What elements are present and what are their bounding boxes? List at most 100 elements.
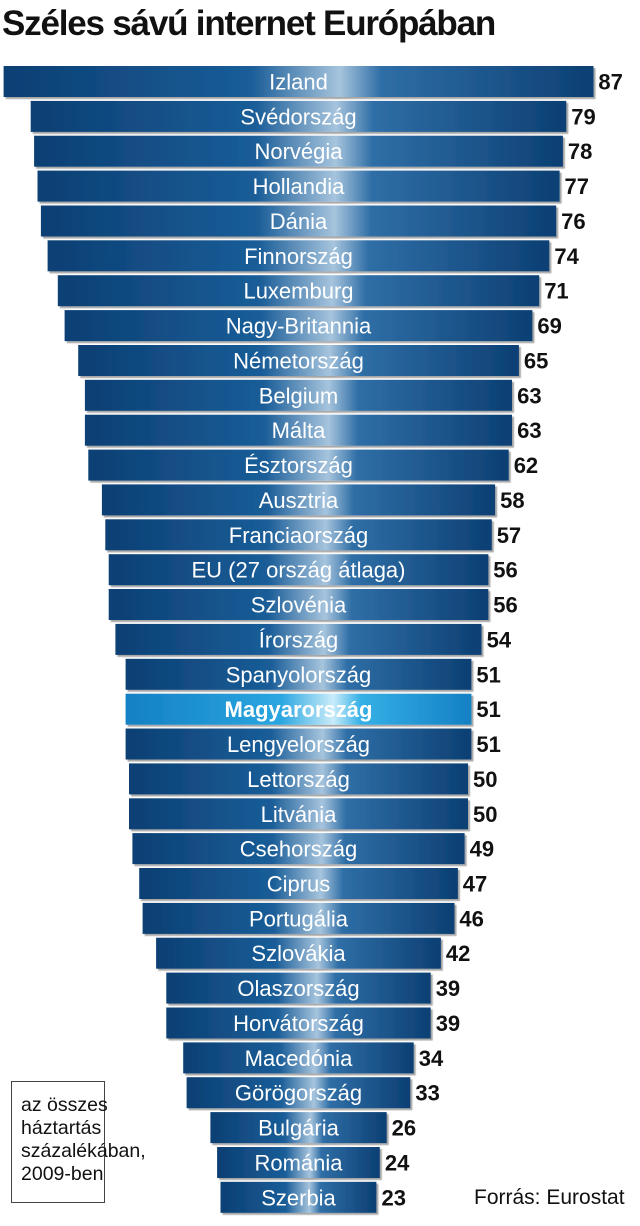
bar-category-label: Olaszország	[237, 976, 359, 1001]
bar-category-label: Belgium	[259, 383, 338, 408]
bar-value-label: 47	[463, 872, 487, 897]
bar-value-label: 63	[517, 418, 541, 443]
bar	[125, 728, 472, 760]
bar-value-label: 56	[493, 558, 517, 583]
bar-category-label: Luxemburg	[243, 279, 353, 304]
bar-value-label: 78	[568, 139, 592, 164]
bar-value-label: 50	[473, 767, 497, 792]
bar-category-label: Románia	[254, 1151, 343, 1176]
chart-title: Széles sávú internet Európában	[2, 4, 496, 43]
bar	[101, 484, 496, 516]
bar-category-label: Szerbia	[261, 1185, 336, 1210]
bar-value-label: 58	[500, 488, 524, 513]
bar	[40, 205, 557, 237]
note-line: százalékában,	[21, 1140, 146, 1162]
bar-value-label: 54	[487, 627, 512, 652]
bar-value-label: 51	[476, 732, 500, 757]
bar	[78, 345, 519, 376]
bar	[88, 449, 509, 481]
note-box: az összes háztartás százalékában, 2009-b…	[11, 1081, 146, 1203]
bar	[84, 414, 513, 446]
bar-value-label: 24	[385, 1151, 410, 1176]
bar-category-label: Finnország	[244, 244, 353, 269]
bar	[183, 1042, 414, 1074]
bar-category-label: Hollandia	[253, 174, 345, 199]
bar	[115, 623, 482, 655]
bar	[166, 1007, 431, 1039]
bar-value-label: 23	[382, 1185, 406, 1210]
source-label: Forrás: Eurostat	[474, 1186, 625, 1209]
bar-category-label: Bulgária	[258, 1116, 339, 1141]
bar	[142, 902, 455, 934]
bar-value-label: 56	[493, 593, 517, 618]
bar	[132, 833, 465, 865]
bar-category-label: Portugália	[249, 906, 349, 931]
bar-category-label: Norvégia	[254, 139, 343, 164]
bar-category-label: Lengyelország	[227, 732, 370, 757]
bar	[108, 589, 489, 620]
bar	[139, 868, 458, 899]
bar-value-label: 26	[392, 1116, 416, 1141]
bar-value-label: 33	[415, 1081, 439, 1106]
bar-category-label: Macedónia	[245, 1046, 353, 1071]
bar	[108, 554, 489, 586]
bar-category-label: Magyarország	[225, 697, 373, 722]
bar-category-label: Málta	[272, 418, 327, 443]
bar-value-label: 71	[544, 279, 568, 304]
bar-category-label: Észtország	[244, 453, 353, 478]
bar-value-label: 34	[419, 1046, 444, 1071]
bar-value-label: 77	[565, 174, 589, 199]
bar-category-label: Spanyolország	[226, 662, 372, 687]
bar	[57, 275, 540, 307]
bar	[84, 379, 513, 411]
bar-category-label: Izland	[269, 70, 328, 95]
bar-category-label: Ausztria	[259, 488, 339, 513]
bar	[210, 1112, 387, 1144]
bar-value-label: 51	[476, 697, 500, 722]
bar	[3, 66, 594, 97]
bar-category-label: Ciprus	[267, 872, 331, 897]
bar-value-label: 51	[476, 662, 500, 687]
bar-value-label: 46	[459, 906, 483, 931]
bar-category-label: Csehország	[240, 837, 357, 862]
note-line: az összes	[21, 1094, 108, 1116]
bar	[186, 1077, 411, 1109]
bar-category-label: Lettország	[247, 767, 350, 792]
bar	[220, 1181, 377, 1213]
bar-category-label: Németország	[233, 349, 364, 374]
bar	[47, 240, 550, 272]
bar-category-label: Szlovákia	[251, 941, 346, 966]
bar	[64, 310, 533, 342]
note-line: háztartás	[21, 1117, 102, 1139]
bar-highlight	[125, 693, 472, 725]
bar-category-label: Görögország	[235, 1081, 362, 1106]
bar-value-label: 39	[436, 1011, 460, 1036]
bar-category-label: Horvátország	[233, 1011, 364, 1036]
bar	[217, 1147, 380, 1178]
bar-value-label: 79	[571, 104, 595, 129]
bar-value-label: 62	[514, 453, 538, 478]
bar-category-label: Litvánia	[261, 802, 338, 827]
bar-category-label: Dánia	[270, 209, 328, 234]
bar-value-label: 65	[524, 349, 548, 374]
bar-category-label: Írország	[259, 627, 338, 652]
note-line: 2009-ben	[21, 1163, 104, 1185]
bar-category-label: EU (27 ország átlaga)	[192, 558, 406, 583]
bar-value-label: 76	[561, 209, 585, 234]
bar-value-label: 42	[446, 941, 470, 966]
bar	[105, 519, 492, 551]
bar-value-label: 69	[537, 314, 561, 339]
bars-layer: Izland 87 Svédország 79 Norvégia 78 Hollandia 7…	[3, 66, 623, 1213]
bar-value-label: 39	[436, 976, 460, 1001]
bar-category-label: Nagy-Britannia	[226, 314, 372, 339]
bar-value-label: 87	[598, 70, 622, 95]
bar-category-label: Szlovénia	[251, 593, 347, 618]
bar-value-label: 49	[470, 837, 494, 862]
bar-value-label: 63	[517, 383, 541, 408]
bar-value-label: 57	[497, 523, 521, 548]
bar	[125, 658, 472, 690]
bar	[166, 972, 431, 1004]
bar-value-label: 74	[554, 244, 579, 269]
bar-category-label: Franciaország	[229, 523, 368, 548]
